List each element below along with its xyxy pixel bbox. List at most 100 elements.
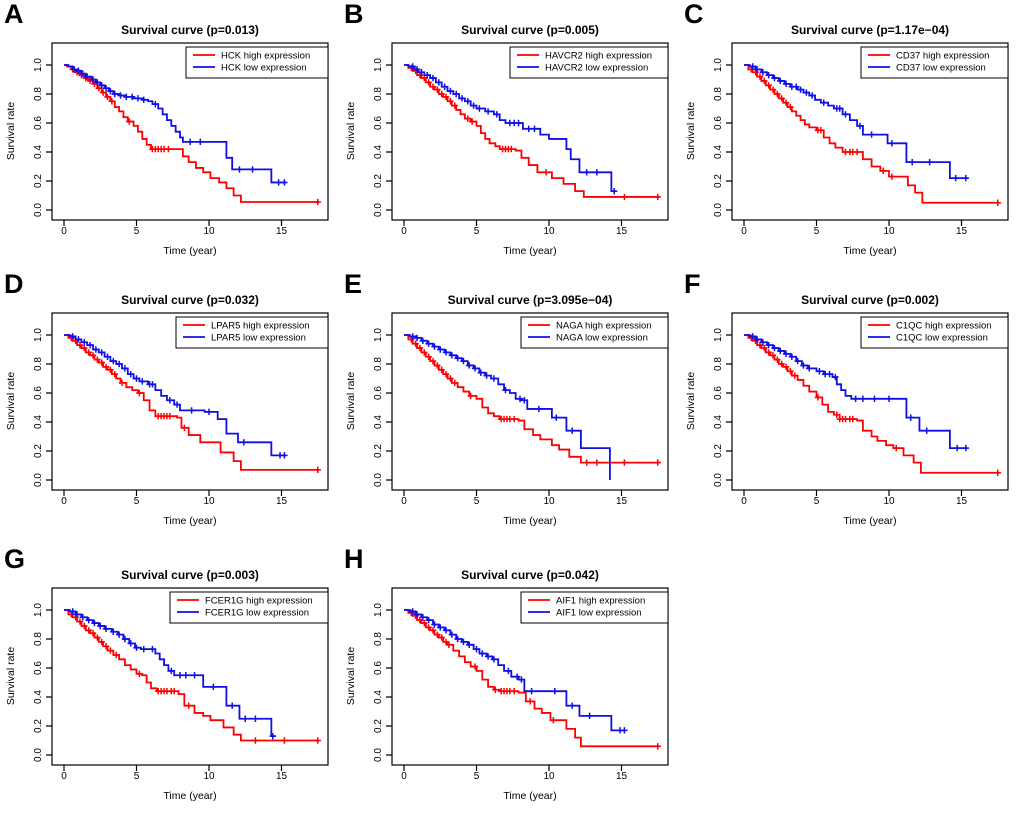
axis-ticks: [46, 64, 283, 226]
legend-box: [509, 46, 669, 79]
x-axis-label: Time (year): [163, 515, 216, 527]
legend-label-high: NAGA high expression: [556, 321, 652, 332]
y-tick-label: 0.8: [33, 632, 44, 646]
legend-label-high: CD37 high expression: [896, 51, 989, 62]
x-tick-label: 10: [883, 496, 895, 507]
legend-box: [860, 46, 1009, 79]
plot-box: [51, 587, 329, 766]
legend-label-low: AIF1 low expression: [556, 608, 642, 619]
y-tick-label: 0.8: [33, 357, 44, 371]
censor-marks-high: [68, 334, 321, 474]
x-tick-label: 0: [401, 226, 407, 237]
censor-marks-low: [409, 608, 628, 734]
survival-curve-low: [744, 334, 968, 449]
axis-ticks: [726, 64, 963, 226]
panel-title: Survival curve (p=0.032): [121, 293, 259, 307]
x-tick-label: 10: [883, 226, 895, 237]
plot-box: [51, 42, 329, 221]
y-tick-label: 0.4: [713, 145, 724, 159]
survival-panel: Survival curve (p=1.17e−04) 0 5 10 15 0.0 0.2 0…: [680, 0, 1020, 270]
y-axis-label: Survival rate: [345, 372, 357, 431]
legend-label-low: HCK low expression: [221, 63, 307, 74]
axis-ticks: [386, 64, 623, 226]
legend-label-low: C1QC low expression: [896, 333, 988, 344]
legend-label-high: LPAR5 high expression: [211, 321, 310, 332]
y-tick-label: 1.0: [713, 58, 724, 72]
x-tick-label: 0: [401, 496, 407, 507]
censor-marks-low: [409, 333, 576, 434]
x-tick-label: 5: [814, 226, 820, 237]
km-plot-svg: Survival curve (p=0.042) 0 5 10 15 0.0 0.2 0.4 0…: [345, 568, 669, 802]
x-axis-label: Time (year): [503, 790, 556, 802]
km-plot-svg: Survival curve (p=0.013) 0 5 10 15 0.0 0.2 0.4 0…: [5, 23, 329, 257]
y-axis-label: Survival rate: [345, 647, 357, 706]
panel-title: Survival curve (p=0.003): [121, 568, 259, 582]
legend-box: [520, 316, 669, 349]
survival-curve-high: [404, 609, 660, 748]
y-tick-label: 0.2: [373, 719, 384, 733]
censor-marks-high: [68, 611, 321, 744]
x-tick-label: 5: [134, 226, 140, 237]
panel-letter: H: [344, 544, 364, 574]
legend-box: [185, 46, 329, 79]
y-axis-label: Survival rate: [5, 372, 17, 431]
y-tick-label: 0.8: [373, 632, 384, 646]
x-tick-label: 0: [401, 771, 407, 782]
plot-box: [51, 312, 329, 491]
x-tick-label: 0: [61, 496, 67, 507]
y-tick-label: 0.6: [33, 116, 44, 130]
y-tick-label: 0.4: [373, 690, 384, 704]
y-tick-label: 0.6: [373, 386, 384, 400]
panel-letter: C: [684, 0, 704, 29]
x-tick-label: 5: [134, 496, 140, 507]
panel-letter: B: [344, 0, 364, 29]
panel-title: Survival curve (p=0.013): [121, 23, 259, 37]
x-tick-label: 15: [276, 771, 288, 782]
plot-box: [391, 312, 669, 491]
plot-box: [391, 42, 669, 221]
km-plot-svg: Survival curve (p=0.005) 0 5 10 15 0.0 0.2 0.4 0…: [345, 23, 669, 257]
legend-box: [520, 591, 669, 624]
y-tick-label: 0.2: [33, 174, 44, 188]
censor-marks-high: [408, 336, 661, 466]
y-tick-label: 0.2: [373, 174, 384, 188]
y-tick-label: 0.8: [373, 357, 384, 371]
x-tick-label: 0: [61, 226, 67, 237]
censor-marks-low: [749, 333, 970, 452]
x-tick-label: 10: [543, 496, 555, 507]
y-axis-label: Survival rate: [5, 102, 17, 161]
legend-label-high: FCER1G high expression: [205, 596, 313, 607]
legend-box: [175, 316, 329, 349]
y-tick-label: 0.8: [713, 87, 724, 101]
y-tick-label: 0.2: [713, 444, 724, 458]
censor-marks-low: [69, 333, 288, 459]
y-tick-label: 0.6: [33, 661, 44, 675]
y-tick-label: 0.8: [713, 357, 724, 371]
y-tick-label: 0.4: [33, 145, 44, 159]
km-plot-svg: Survival curve (p=3.095e−04) 0 5 10 15 0.0 0.2…: [345, 293, 669, 527]
plot-box: [391, 587, 669, 766]
x-axis-label: Time (year): [163, 245, 216, 257]
x-axis-label: Time (year): [843, 245, 896, 257]
legend-label-high: HAVCR2 high expression: [545, 51, 652, 62]
survival-curve-low: [744, 64, 968, 179]
survival-panel: Survival curve (p=0.032) 0 5 10 15 0.0 0.2 0.4 0…: [0, 269, 340, 540]
y-tick-label: 0.0: [33, 473, 44, 487]
y-tick-label: 1.0: [373, 58, 384, 72]
plot-box: [731, 42, 1009, 221]
x-tick-label: 15: [616, 226, 628, 237]
x-tick-label: 15: [276, 226, 288, 237]
x-tick-label: 10: [543, 771, 555, 782]
censor-marks-high: [408, 609, 661, 750]
censor-marks-high: [748, 334, 1001, 476]
y-tick-label: 0.6: [713, 116, 724, 130]
y-tick-label: 0.8: [373, 87, 384, 101]
x-axis-label: Time (year): [503, 245, 556, 257]
y-tick-label: 0.0: [33, 748, 44, 762]
panel-title: Survival curve (p=0.002): [801, 293, 939, 307]
survival-curve-high: [404, 334, 660, 464]
x-tick-label: 15: [956, 226, 968, 237]
x-tick-label: 15: [616, 771, 628, 782]
y-tick-label: 0.6: [373, 661, 384, 675]
